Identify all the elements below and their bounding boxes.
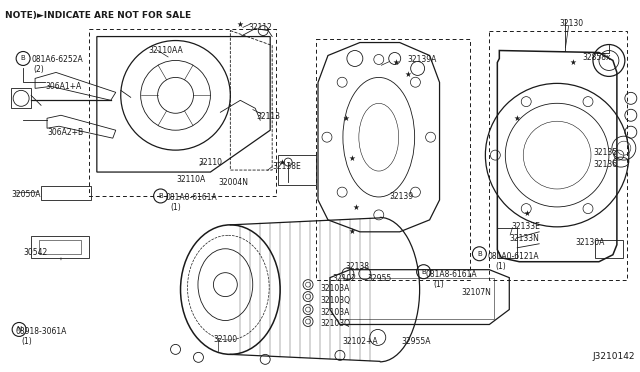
Text: ★: ★ xyxy=(348,227,355,236)
Text: 32102: 32102 xyxy=(332,274,356,283)
Text: B: B xyxy=(20,55,26,61)
Text: 32136: 32136 xyxy=(593,160,617,169)
Text: 32138: 32138 xyxy=(346,262,370,271)
Text: ★: ★ xyxy=(278,158,285,167)
Text: 32112: 32112 xyxy=(248,23,272,32)
Text: ★: ★ xyxy=(342,114,349,123)
Text: 081A0-6161A: 081A0-6161A xyxy=(166,193,218,202)
Text: ★: ★ xyxy=(404,70,411,79)
Text: 32133N: 32133N xyxy=(509,234,539,243)
Text: 32110: 32110 xyxy=(198,158,223,167)
Text: 306A2+B: 306A2+B xyxy=(47,128,83,137)
Text: 32004N: 32004N xyxy=(218,178,248,187)
Text: B: B xyxy=(158,193,163,199)
Text: 081A0-6121A: 081A0-6121A xyxy=(488,252,539,261)
Text: 306A1+A: 306A1+A xyxy=(45,82,81,92)
Text: ★: ★ xyxy=(570,58,577,67)
Text: 30542: 30542 xyxy=(23,248,47,257)
Text: 32955A: 32955A xyxy=(402,337,431,346)
Text: 32102+A: 32102+A xyxy=(342,337,378,346)
Text: 081A6-6252A: 081A6-6252A xyxy=(31,55,83,64)
Text: 32955: 32955 xyxy=(368,274,392,283)
Text: ★: ★ xyxy=(514,114,521,123)
Text: 32139: 32139 xyxy=(390,192,414,201)
Text: (2): (2) xyxy=(33,65,44,74)
Text: ★: ★ xyxy=(392,58,399,67)
Text: 32139A: 32139A xyxy=(408,55,437,64)
Text: (1): (1) xyxy=(171,203,181,212)
Text: 32050A: 32050A xyxy=(11,190,41,199)
Text: ★: ★ xyxy=(348,154,355,163)
Text: 081A8-6161A: 081A8-6161A xyxy=(426,270,477,279)
Text: ★: ★ xyxy=(524,209,531,218)
Text: (1): (1) xyxy=(495,262,506,271)
Text: B: B xyxy=(477,251,482,257)
Text: 32138E: 32138E xyxy=(272,162,301,171)
Text: 32103Q: 32103Q xyxy=(320,296,350,305)
Text: ★: ★ xyxy=(237,20,244,29)
Text: 32133E: 32133E xyxy=(511,222,540,231)
Text: (1): (1) xyxy=(21,337,32,346)
Text: 32107N: 32107N xyxy=(461,288,492,296)
Text: 32135: 32135 xyxy=(593,148,617,157)
Text: ★: ★ xyxy=(353,203,359,212)
Text: J3210142: J3210142 xyxy=(593,352,635,361)
Text: 32110A: 32110A xyxy=(177,175,206,184)
Text: (1): (1) xyxy=(433,280,444,289)
Text: 32103Q: 32103Q xyxy=(320,320,350,328)
Text: 32103A: 32103A xyxy=(320,283,349,293)
Text: 08918-3061A: 08918-3061A xyxy=(15,327,67,336)
Text: 32130A: 32130A xyxy=(575,238,604,247)
Text: N: N xyxy=(17,327,22,333)
Text: 32858x: 32858x xyxy=(582,52,611,61)
Text: 32100: 32100 xyxy=(213,336,237,344)
Text: 32113: 32113 xyxy=(256,112,280,121)
Text: NOTE)►INDICATE ARE NOT FOR SALE: NOTE)►INDICATE ARE NOT FOR SALE xyxy=(5,11,191,20)
Text: B: B xyxy=(421,269,426,275)
Text: 32103A: 32103A xyxy=(320,308,349,317)
Text: 32130: 32130 xyxy=(559,19,583,28)
Text: 32110AA: 32110AA xyxy=(148,45,184,55)
